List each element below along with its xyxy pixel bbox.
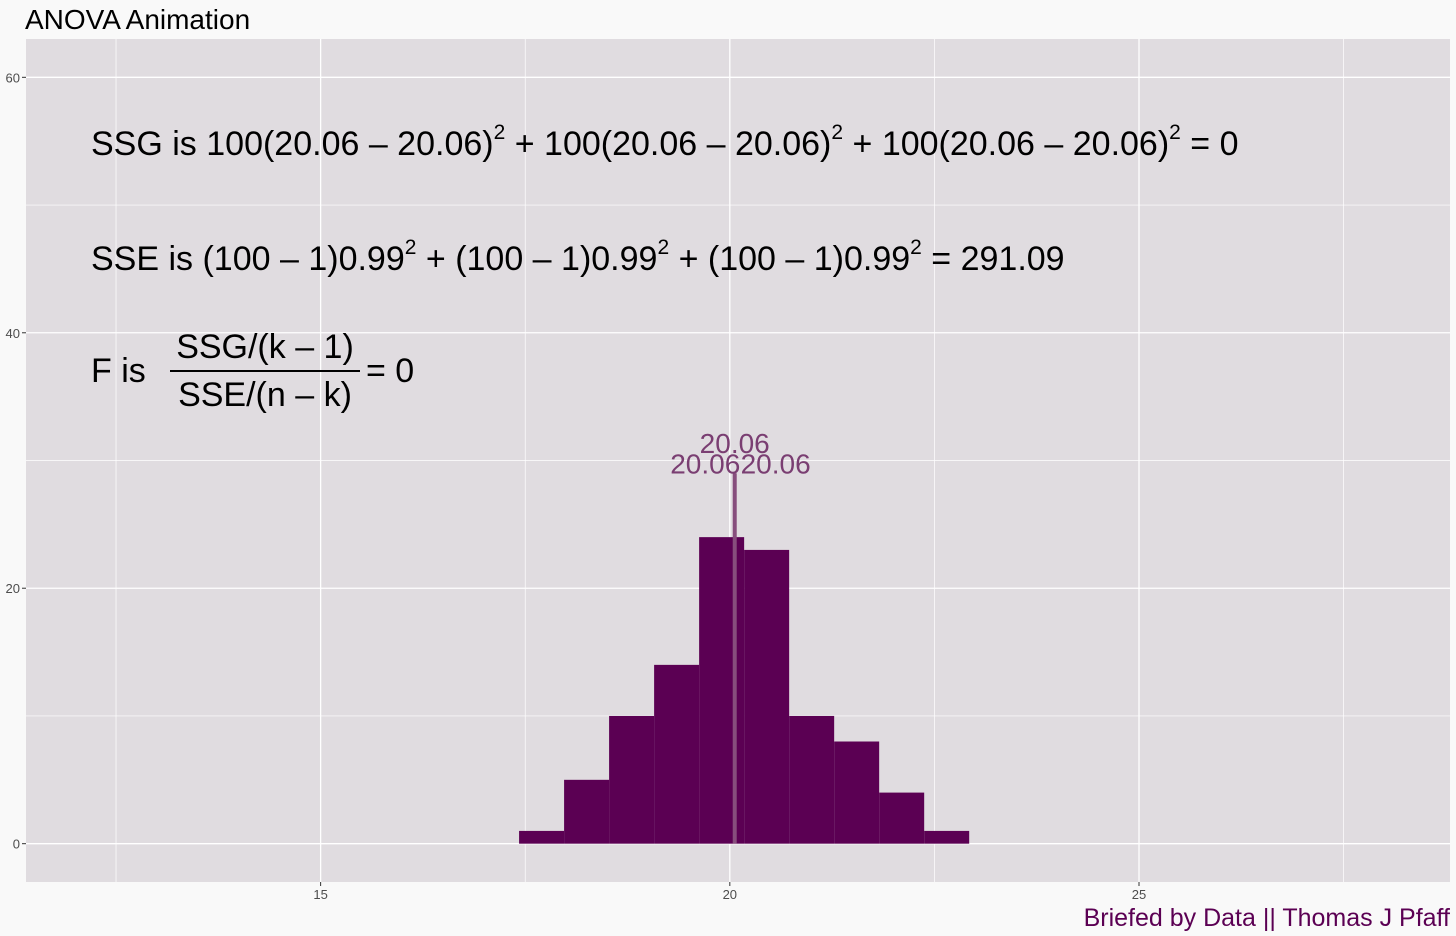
- mean-label: 20.06: [670, 448, 740, 479]
- equation-term: 100(20.06 – 20.06): [206, 125, 493, 163]
- chart-caption: Briefed by Data || Thomas J Pfaff: [1084, 904, 1450, 932]
- y-tick-label: 20: [6, 581, 20, 596]
- ssg-equation: SSG is 100(20.06 – 20.06)2 + 100(20.06 –…: [91, 121, 1239, 163]
- histogram-bar: [834, 741, 880, 844]
- mean-label: 20.06: [741, 448, 811, 479]
- equation-operator: +: [416, 240, 455, 278]
- equations: SSG is 100(20.06 – 20.06)2 + 100(20.06 –…: [91, 121, 1239, 414]
- equation-term: (100 – 1)0.99: [202, 240, 404, 278]
- equation-term: 100(20.06 – 20.06): [544, 125, 831, 163]
- x-tick-label: 25: [1132, 887, 1146, 902]
- y-axis: 0 20 40 60: [6, 70, 26, 852]
- histogram-bar: [924, 830, 970, 844]
- y-tick-label: 0: [13, 837, 20, 852]
- equation-exponent: 2: [831, 121, 843, 144]
- sse-equation: SSE is (100 – 1)0.992 + (100 – 1)0.992 +…: [91, 236, 1065, 278]
- equation-operator: = 0: [1181, 125, 1239, 163]
- f-result: = 0: [366, 352, 414, 390]
- x-tick-label: 20: [723, 887, 737, 902]
- equation-term: (100 – 1)0.99: [708, 240, 910, 278]
- histogram-bar: [609, 715, 655, 844]
- chart-title: ANOVA Animation: [25, 4, 250, 35]
- equation-term: 100(20.06 – 20.06): [882, 125, 1169, 163]
- equation-exponent: 2: [494, 121, 506, 144]
- f-denominator: SSE/(n – k): [178, 376, 352, 414]
- equation-lead: SSE is: [91, 240, 202, 278]
- equation-operator: +: [669, 240, 708, 278]
- y-tick-label: 40: [6, 326, 20, 341]
- histogram-bar: [744, 549, 790, 844]
- f-equation: F is SSG/(k – 1) SSE/(n – k) = 0: [91, 328, 414, 414]
- histogram-bar: [654, 664, 700, 844]
- x-tick-label: 15: [313, 887, 327, 902]
- histogram-bar: [699, 537, 745, 844]
- equation-exponent: 2: [657, 236, 669, 259]
- histogram-bar: [789, 715, 835, 844]
- histogram-bar: [519, 830, 565, 844]
- equation-term: (100 – 1)0.99: [455, 240, 657, 278]
- equation-lead: SSG is: [91, 125, 206, 163]
- equation-exponent: 2: [1169, 121, 1181, 144]
- equation-exponent: 2: [910, 236, 922, 259]
- equation-operator: +: [843, 125, 882, 163]
- equation-exponent: 2: [405, 236, 417, 259]
- f-equation-lead: F is: [91, 352, 146, 390]
- mean-label: 20.06: [700, 428, 770, 459]
- histogram-bar: [879, 792, 925, 844]
- equation-operator: = 291.09: [922, 240, 1065, 278]
- histogram-bar: [564, 779, 610, 844]
- y-tick-label: 60: [6, 70, 20, 85]
- x-axis: 15 20 25: [313, 882, 1146, 902]
- equation-operator: +: [505, 125, 544, 163]
- f-numerator: SSG/(k – 1): [176, 328, 354, 366]
